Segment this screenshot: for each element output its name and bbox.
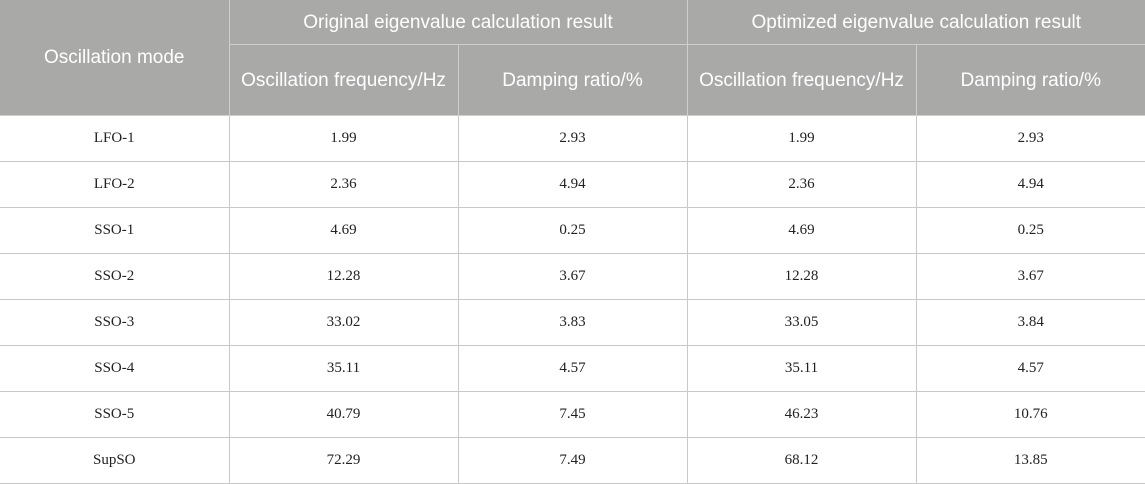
cell-optimized-damping: 0.25 xyxy=(915,207,1145,254)
cell-original-damping: 0.25 xyxy=(457,207,688,254)
table-row: SupSO 72.29 7.49 68.12 13.85 xyxy=(0,437,1145,484)
header-row-columns: Oscillation frequency/Hz Damping ratio/%… xyxy=(0,44,1145,116)
cell-optimized-frequency: 35.11 xyxy=(686,345,917,392)
cell-original-frequency: 35.11 xyxy=(228,345,459,392)
header-original-group: Original eigenvalue calculation result xyxy=(228,0,688,45)
cell-original-damping: 2.93 xyxy=(457,115,688,162)
cell-original-frequency: 4.69 xyxy=(228,207,459,254)
cell-mode: SSO-4 xyxy=(0,345,230,392)
header-oscillation-mode: Oscillation mode xyxy=(0,0,230,116)
cell-optimized-frequency: 68.12 xyxy=(686,437,917,484)
cell-optimized-damping: 4.57 xyxy=(915,345,1145,392)
cell-original-frequency: 2.36 xyxy=(228,161,459,208)
cell-optimized-damping: 3.84 xyxy=(915,299,1145,346)
cell-optimized-frequency: 33.05 xyxy=(686,299,917,346)
header-original-frequency: Oscillation frequency/Hz xyxy=(228,44,459,116)
cell-optimized-damping: 10.76 xyxy=(915,391,1145,438)
header-optimized-group: Optimized eigenvalue calculation result xyxy=(686,0,1145,45)
cell-mode: SSO-2 xyxy=(0,253,230,300)
cell-mode: SSO-5 xyxy=(0,391,230,438)
header-optimized-damping: Damping ratio/% xyxy=(915,44,1145,116)
cell-optimized-frequency: 2.36 xyxy=(686,161,917,208)
header-row-groups: Oscillation mode Original eigenvalue cal… xyxy=(0,0,1145,116)
table-header: Oscillation mode Original eigenvalue cal… xyxy=(0,0,1145,116)
cell-optimized-damping: 13.85 xyxy=(915,437,1145,484)
cell-mode: SSO-1 xyxy=(0,207,230,254)
header-original-damping: Damping ratio/% xyxy=(457,44,688,116)
table-row: SSO-4 35.11 4.57 35.11 4.57 xyxy=(0,345,1145,392)
cell-mode: LFO-2 xyxy=(0,161,230,208)
table-row: SSO-2 12.28 3.67 12.28 3.67 xyxy=(0,253,1145,300)
cell-original-frequency: 40.79 xyxy=(228,391,459,438)
table-row: SSO-1 4.69 0.25 4.69 0.25 xyxy=(0,207,1145,254)
cell-original-damping: 4.57 xyxy=(457,345,688,392)
cell-optimized-frequency: 1.99 xyxy=(686,115,917,162)
cell-original-frequency: 1.99 xyxy=(228,115,459,162)
cell-optimized-frequency: 46.23 xyxy=(686,391,917,438)
cell-optimized-damping: 2.93 xyxy=(915,115,1145,162)
header-optimized-frequency: Oscillation frequency/Hz xyxy=(686,44,917,116)
table-body: LFO-1 1.99 2.93 1.99 2.93 LFO-2 2.36 4.9… xyxy=(0,115,1145,484)
cell-original-damping: 4.94 xyxy=(457,161,688,208)
cell-optimized-damping: 4.94 xyxy=(915,161,1145,208)
cell-original-frequency: 12.28 xyxy=(228,253,459,300)
cell-original-damping: 3.83 xyxy=(457,299,688,346)
table-row: SSO-5 40.79 7.45 46.23 10.76 xyxy=(0,391,1145,438)
cell-original-damping: 7.49 xyxy=(457,437,688,484)
cell-optimized-damping: 3.67 xyxy=(915,253,1145,300)
cell-mode: SSO-3 xyxy=(0,299,230,346)
cell-original-damping: 7.45 xyxy=(457,391,688,438)
cell-mode: SupSO xyxy=(0,437,230,484)
table-row: LFO-2 2.36 4.94 2.36 4.94 xyxy=(0,161,1145,208)
cell-original-damping: 3.67 xyxy=(457,253,688,300)
cell-mode: LFO-1 xyxy=(0,115,230,162)
cell-optimized-frequency: 12.28 xyxy=(686,253,917,300)
cell-original-frequency: 72.29 xyxy=(228,437,459,484)
table-row: SSO-3 33.02 3.83 33.05 3.84 xyxy=(0,299,1145,346)
cell-optimized-frequency: 4.69 xyxy=(686,207,917,254)
table-row: LFO-1 1.99 2.93 1.99 2.93 xyxy=(0,115,1145,162)
cell-original-frequency: 33.02 xyxy=(228,299,459,346)
